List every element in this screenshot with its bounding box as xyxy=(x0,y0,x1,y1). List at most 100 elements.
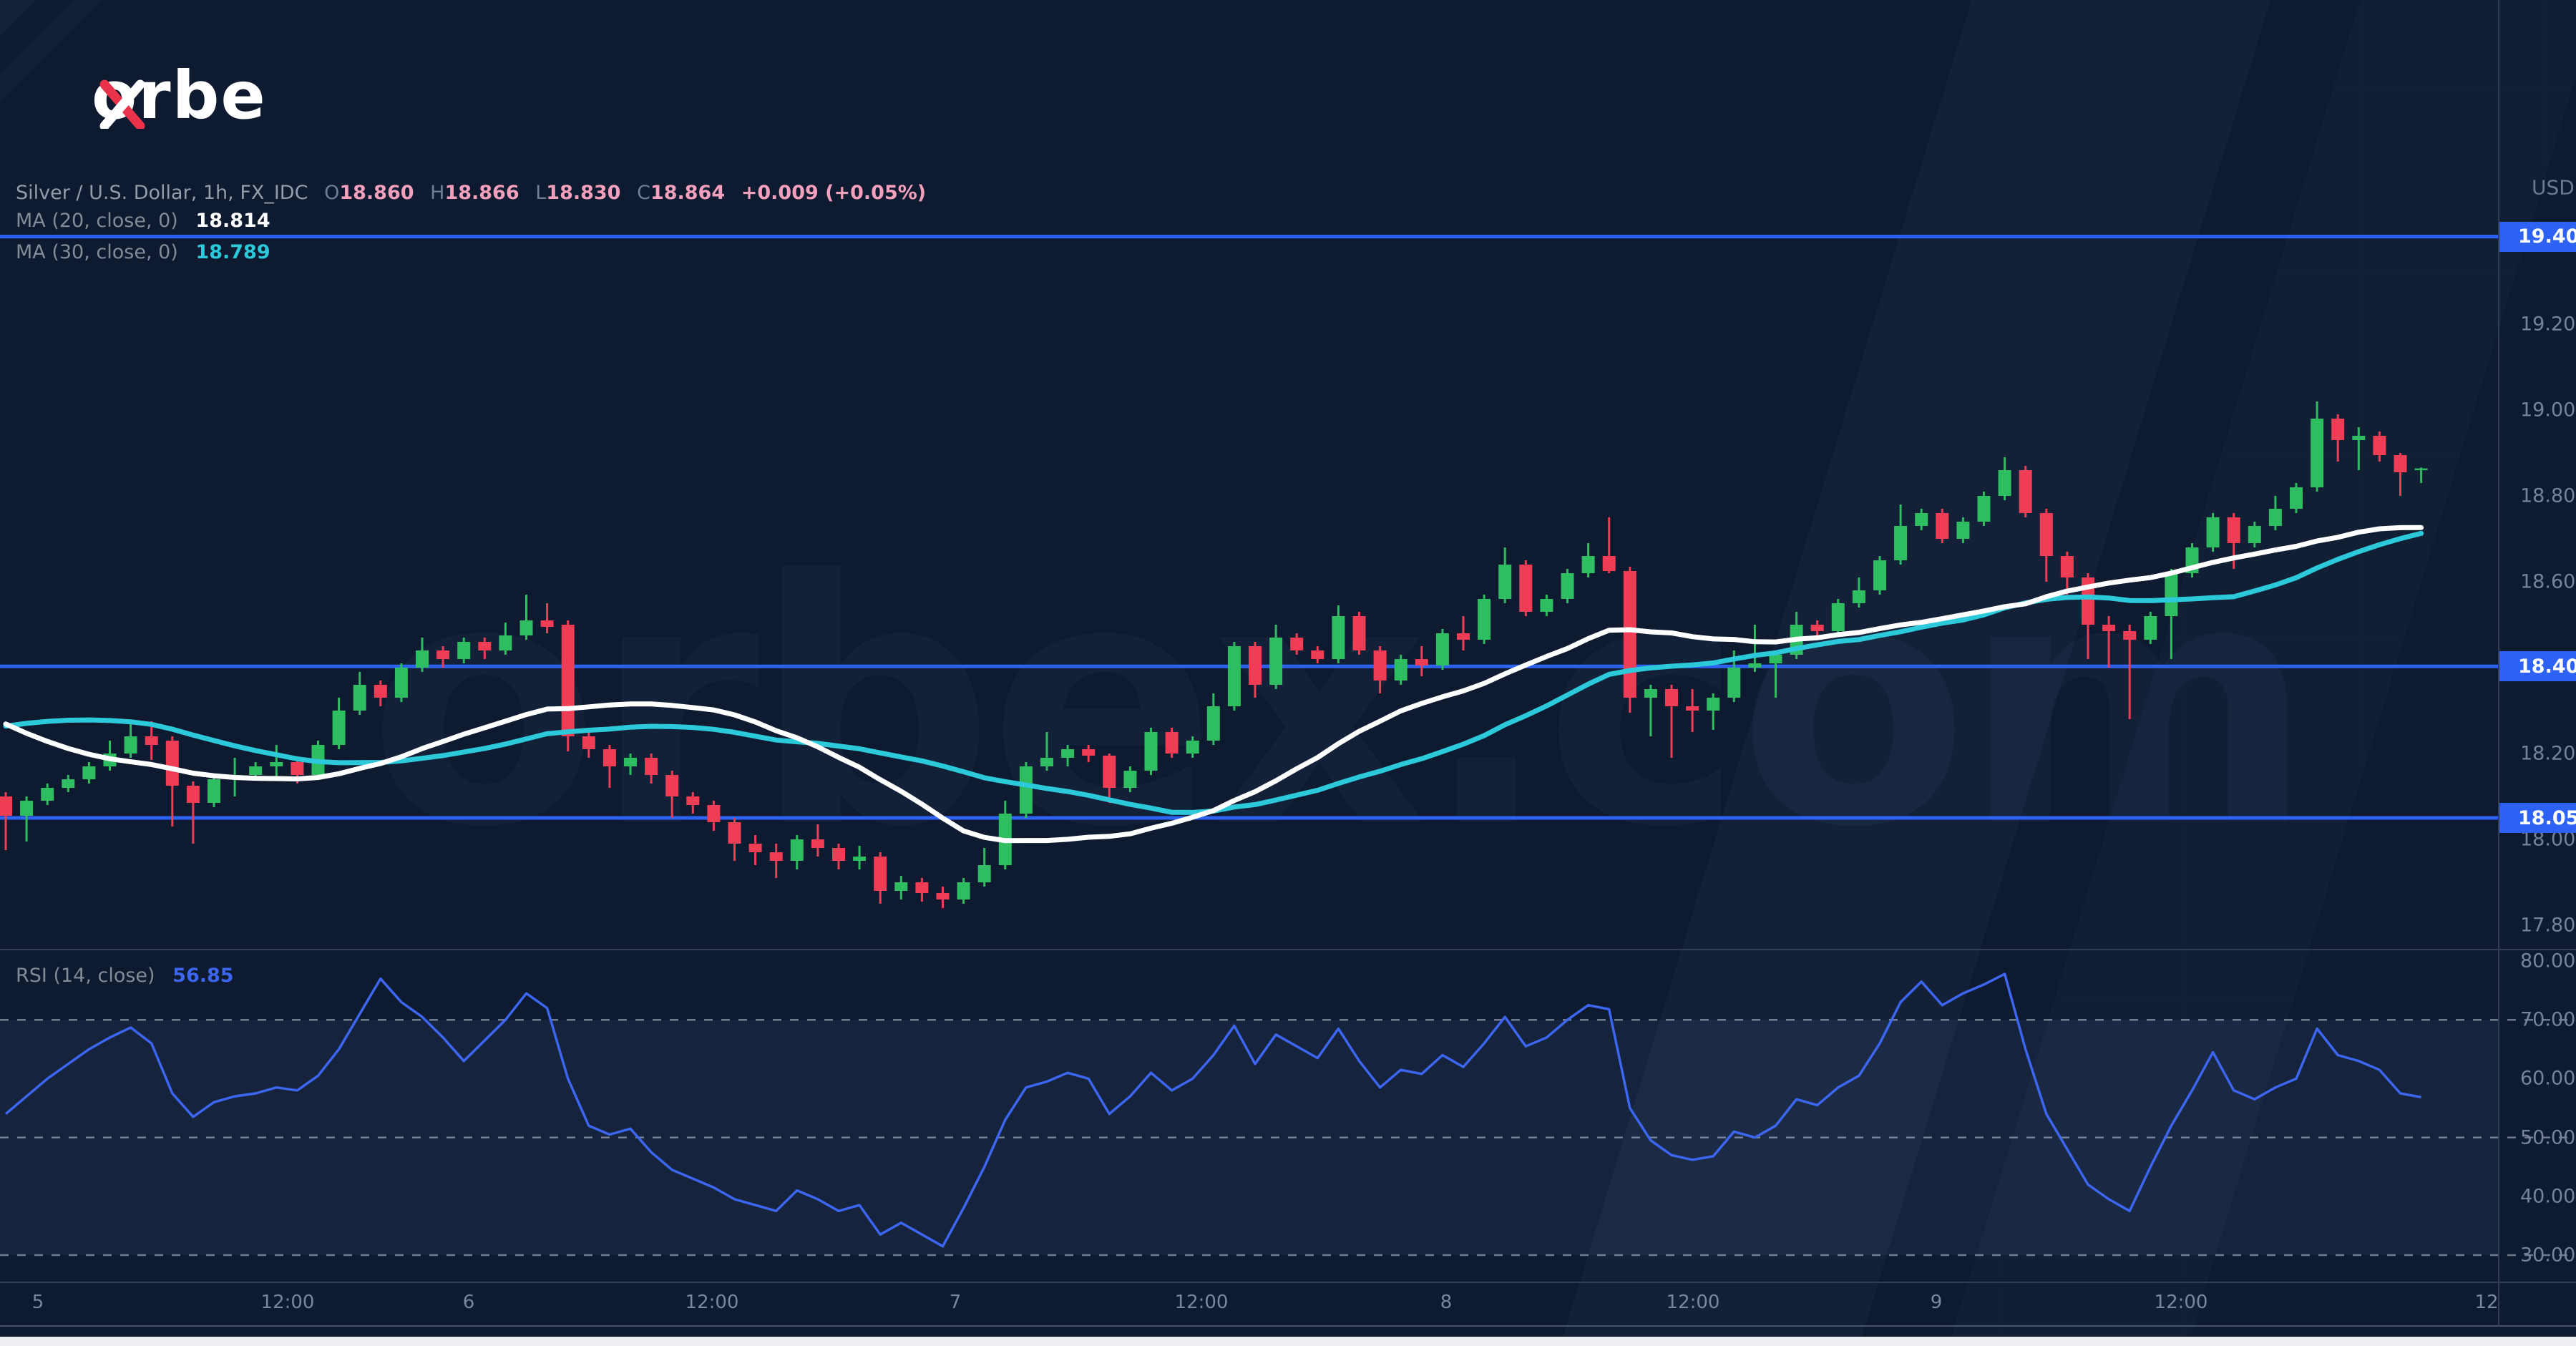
candle-body xyxy=(1581,556,1595,573)
candle-body xyxy=(1831,603,1845,631)
candle-body xyxy=(1540,599,1553,612)
candle-body xyxy=(1040,758,1053,766)
candle-body xyxy=(478,642,492,650)
candle-body xyxy=(1727,668,1741,698)
candle-body xyxy=(394,668,408,698)
low-value: 18.830 xyxy=(546,182,621,204)
time-tick-12[interactable]: 12 xyxy=(2474,1292,2499,1313)
candle-body xyxy=(1936,513,1949,539)
candle-body xyxy=(1415,659,1428,665)
price-axis-currency: USD xyxy=(2532,175,2575,200)
price-tick-18.600: 18.600 xyxy=(2520,570,2576,593)
candle-body xyxy=(1144,732,1158,771)
candle-body xyxy=(1498,565,1512,599)
candle-body xyxy=(915,882,929,893)
candle-body xyxy=(665,775,679,796)
candle-body xyxy=(1019,766,1033,814)
candle-body xyxy=(1686,706,1699,711)
candle-body xyxy=(1602,556,1616,571)
candle-body xyxy=(624,758,637,766)
candle-body xyxy=(1435,633,1449,665)
candle-body xyxy=(748,844,762,852)
candle-body xyxy=(2268,509,2282,526)
symbol-legend-row[interactable]: Silver / U.S. Dollar, 1h, FX_IDC O18.860… xyxy=(16,182,926,204)
ma20-label: MA (20, close, 0) xyxy=(16,210,178,232)
candle-body xyxy=(1769,655,1782,663)
candle-body xyxy=(353,685,366,711)
time-tick-12:00[interactable]: 12:00 xyxy=(1666,1292,1720,1313)
candle-body xyxy=(416,650,429,668)
ma20-legend-row[interactable]: MA (20, close, 0) 18.814 xyxy=(16,210,270,232)
candle-body xyxy=(977,865,991,882)
price-badge-18.403: 18.403 xyxy=(2499,651,2576,682)
time-tick-12:00[interactable]: 12:00 xyxy=(2154,1292,2208,1313)
rsi-label: RSI (14, close) xyxy=(16,965,155,987)
candle-body xyxy=(853,857,867,861)
candle-body xyxy=(707,805,721,822)
candle-body xyxy=(1206,706,1220,741)
candle-body xyxy=(519,620,533,635)
candle-body xyxy=(291,762,304,775)
candle-body xyxy=(1082,749,1096,756)
high-value: 18.866 xyxy=(444,182,519,204)
time-tick-6[interactable]: 6 xyxy=(462,1292,475,1313)
time-tick-7[interactable]: 7 xyxy=(949,1292,962,1313)
rsi-tick-40.00: 40.00 xyxy=(2520,1185,2576,1208)
candle-body xyxy=(1748,663,1762,668)
candle-body xyxy=(2290,487,2303,509)
ma30-legend-row[interactable]: MA (30, close, 0) 18.789 xyxy=(16,241,270,263)
ma30-label: MA (30, close, 0) xyxy=(16,241,178,263)
candle-body xyxy=(2060,556,2074,577)
time-tick-12:00[interactable]: 12:00 xyxy=(1174,1292,1229,1313)
time-tick-12:00[interactable]: 12:00 xyxy=(685,1292,739,1313)
rsi-line[interactable] xyxy=(4,972,2421,1248)
candle-body xyxy=(270,762,283,766)
price-tick-18.200: 18.200 xyxy=(2520,742,2576,765)
candle-body xyxy=(186,786,200,803)
candle-body xyxy=(1956,522,1970,539)
candle-body xyxy=(2019,470,2032,513)
time-tick-12:00[interactable]: 12:00 xyxy=(260,1292,315,1313)
candle-body xyxy=(41,788,54,801)
candle-body xyxy=(165,741,179,786)
rsi-legend-row[interactable]: RSI (14, close) 56.85 xyxy=(16,965,234,987)
candle-body xyxy=(1290,638,1304,650)
candle-body xyxy=(1623,571,1636,698)
candle-body xyxy=(1249,646,1262,685)
ma20-line xyxy=(3,525,2424,844)
candle-body xyxy=(2311,419,2324,487)
candle-body xyxy=(2331,419,2345,440)
rsi-tick-80.00: 80.00 xyxy=(2520,950,2576,972)
candle-body xyxy=(1977,496,1991,522)
candle-body xyxy=(457,642,471,659)
time-tick-8[interactable]: 8 xyxy=(1440,1292,1453,1313)
candle-body xyxy=(124,736,137,754)
candle-body xyxy=(1352,616,1366,650)
candle-body xyxy=(874,857,887,891)
price-tick-19.200: 19.200 xyxy=(2520,313,2576,336)
candle-body xyxy=(1519,565,1533,612)
candle-body xyxy=(728,822,741,844)
close-label: C xyxy=(637,182,650,204)
candle-body xyxy=(332,711,346,745)
candle-body xyxy=(582,736,595,749)
candle-body xyxy=(2373,436,2386,455)
candle-body xyxy=(1852,590,1865,603)
high-label: H xyxy=(430,182,445,204)
time-tick-5[interactable]: 5 xyxy=(31,1292,44,1313)
candle-body xyxy=(2123,631,2137,640)
candle-body xyxy=(1873,560,1886,590)
time-tick-9[interactable]: 9 xyxy=(1930,1292,1943,1313)
candle-body xyxy=(2102,625,2116,631)
candle-body xyxy=(2144,616,2157,640)
candle-body xyxy=(686,796,700,805)
close-value: 18.864 xyxy=(650,182,726,204)
candle-body xyxy=(1561,573,1574,599)
candle-body xyxy=(1998,470,2011,496)
candle-body xyxy=(540,620,554,627)
candle-body xyxy=(1311,650,1324,659)
page-bottom-strip xyxy=(0,1337,2576,1346)
price-tick-19.000: 19.000 xyxy=(2520,399,2576,421)
candle-body xyxy=(1894,526,1908,560)
